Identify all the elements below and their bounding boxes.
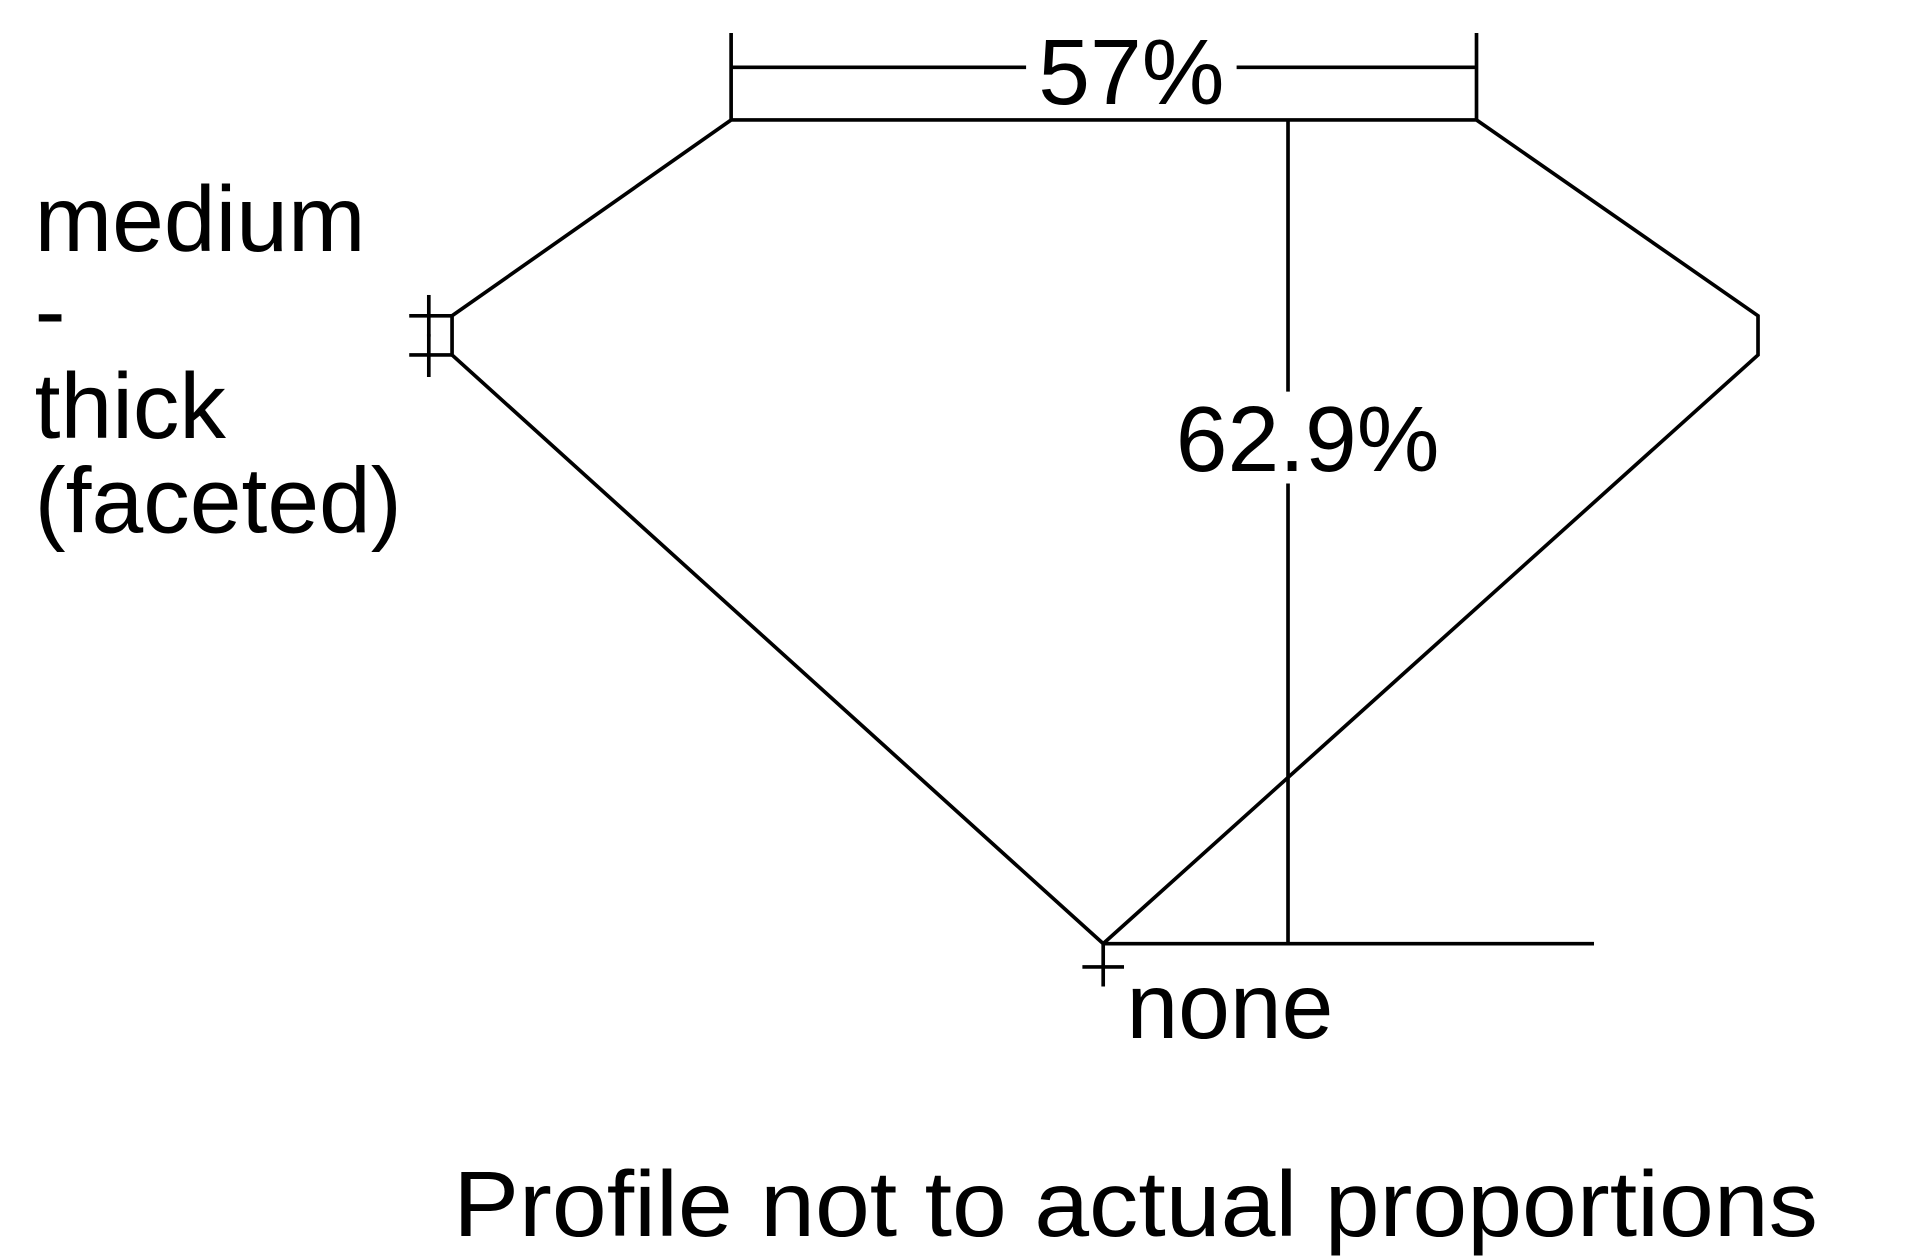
depth-percent-label: 62.9% [1176, 387, 1440, 491]
culet-marker: none [1082, 943, 1333, 1058]
girdle-label-line-4: (faceted) [35, 448, 402, 552]
table-percent-label: 57% [1038, 20, 1224, 124]
girdle-label-line-3: thick [35, 354, 227, 458]
crown-outline [450, 118, 1760, 947]
footnote: Profile not to actual proportions [453, 1152, 1818, 1256]
girdle-label: medium - thick (faceted) [35, 167, 402, 553]
gem-outline [450, 118, 1760, 947]
culet-label: none [1126, 954, 1333, 1058]
girdle-label-line-2: - [35, 259, 66, 363]
table-dimension: 57% [729, 20, 1479, 124]
girdle-label-line-1: medium [35, 167, 366, 271]
depth-dimension: 62.9% [1103, 119, 1595, 946]
girdle-markers [409, 294, 453, 377]
